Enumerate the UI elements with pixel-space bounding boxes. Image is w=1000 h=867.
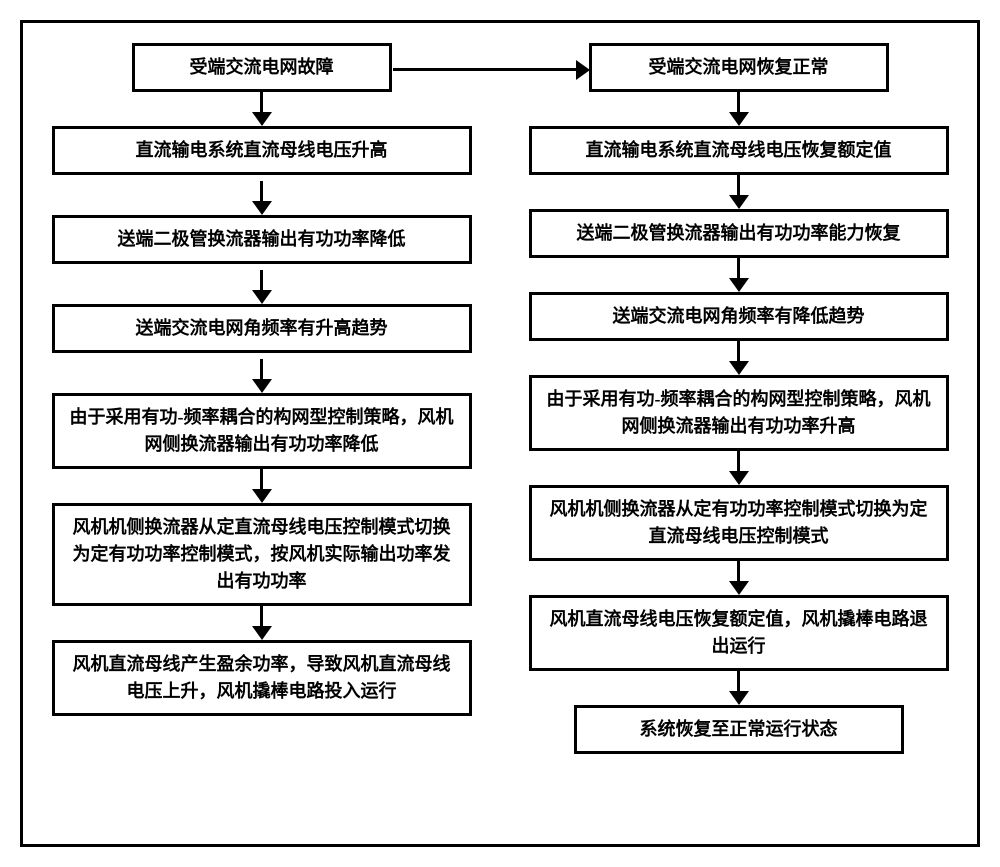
arrow-down-icon bbox=[252, 201, 272, 215]
node-text: 风机直流母线电压恢复额定值，风机撬棒电路退出运行 bbox=[544, 606, 934, 660]
node-R5: 由于采用有功-频率耦合的构网型控制策略，风机网侧换流器输出有功功率升高 bbox=[529, 375, 949, 451]
node-L7: 风机直流母线产生盈余功率，导致风机直流母线电压上升，风机撬棒电路投入运行 bbox=[52, 640, 472, 716]
arrow-down-icon bbox=[729, 195, 749, 209]
node-text: 送端二极管换流器输出有功功率能力恢复 bbox=[577, 220, 901, 247]
arrow-down-icon bbox=[729, 471, 749, 485]
arrow-down-icon bbox=[729, 361, 749, 375]
arrow-down-icon bbox=[252, 489, 272, 503]
node-text: 送端交流电网角频率有升高趋势 bbox=[136, 315, 388, 342]
node-text: 送端二极管换流器输出有功功率降低 bbox=[118, 226, 406, 253]
arrow-down-icon bbox=[252, 379, 272, 393]
right-column: 受端交流电网恢复正常 直流输电系统直流母线电压恢复额定值 送端二极管换流器输出有… bbox=[520, 43, 957, 824]
left-column: 受端交流电网故障 直流输电系统直流母线电压升高 送端二极管换流器输出有功功率降低… bbox=[43, 43, 480, 824]
node-R6: 风机机侧换流器从定有功功率控制模式切换为定直流母线电压控制模式 bbox=[529, 485, 949, 561]
node-L6: 风机机侧换流器从定直流母线电压控制模式切换为定有功功率控制模式，按风机实际输出功… bbox=[52, 503, 472, 606]
node-text: 由于采用有功-频率耦合的构网型控制策略，风机网侧换流器输出有功功率降低 bbox=[67, 404, 457, 458]
arrow-down-icon bbox=[252, 626, 272, 640]
arrow-down-icon bbox=[252, 112, 272, 126]
node-text: 受端交流电网恢复正常 bbox=[649, 54, 829, 81]
node-text: 直流输电系统直流母线电压恢复额定值 bbox=[586, 137, 892, 164]
node-L5: 由于采用有功-频率耦合的构网型控制策略，风机网侧换流器输出有功功率降低 bbox=[52, 393, 472, 469]
node-text: 受端交流电网故障 bbox=[190, 54, 334, 81]
top-connector-line bbox=[393, 68, 578, 71]
node-R8: 系统恢复至正常运行状态 bbox=[574, 705, 904, 754]
node-text: 送端交流电网角频率有降低趋势 bbox=[613, 303, 865, 330]
node-R3: 送端二极管换流器输出有功功率能力恢复 bbox=[529, 209, 949, 258]
node-text: 风机机侧换流器从定有功功率控制模式切换为定直流母线电压控制模式 bbox=[544, 496, 934, 550]
node-L1: 受端交流电网故障 bbox=[132, 43, 392, 92]
node-text: 由于采用有功-频率耦合的构网型控制策略，风机网侧换流器输出有功功率升高 bbox=[544, 386, 934, 440]
arrow-down-icon bbox=[729, 278, 749, 292]
node-R4: 送端交流电网角频率有降低趋势 bbox=[529, 292, 949, 341]
node-text: 直流输电系统直流母线电压升高 bbox=[136, 137, 388, 164]
top-connector-arrowhead bbox=[576, 60, 590, 80]
node-L4: 送端交流电网角频率有升高趋势 bbox=[52, 304, 472, 353]
flowchart-columns: 受端交流电网故障 直流输电系统直流母线电压升高 送端二极管换流器输出有功功率降低… bbox=[23, 23, 977, 844]
arrow-down-icon bbox=[729, 581, 749, 595]
node-R7: 风机直流母线电压恢复额定值，风机撬棒电路退出运行 bbox=[529, 595, 949, 671]
arrow-down-icon bbox=[252, 290, 272, 304]
node-L3: 送端二极管换流器输出有功功率降低 bbox=[52, 215, 472, 264]
node-text: 风机机侧换流器从定直流母线电压控制模式切换为定有功功率控制模式，按风机实际输出功… bbox=[67, 514, 457, 595]
node-R2: 直流输电系统直流母线电压恢复额定值 bbox=[529, 126, 949, 175]
node-L2: 直流输电系统直流母线电压升高 bbox=[52, 126, 472, 175]
diagram-frame: 受端交流电网故障 直流输电系统直流母线电压升高 送端二极管换流器输出有功功率降低… bbox=[20, 20, 980, 847]
node-text: 系统恢复至正常运行状态 bbox=[640, 716, 838, 743]
arrow-down-icon bbox=[729, 112, 749, 126]
node-text: 风机直流母线产生盈余功率，导致风机直流母线电压上升，风机撬棒电路投入运行 bbox=[67, 651, 457, 705]
arrow-down-icon bbox=[729, 691, 749, 705]
node-R1: 受端交流电网恢复正常 bbox=[589, 43, 889, 92]
